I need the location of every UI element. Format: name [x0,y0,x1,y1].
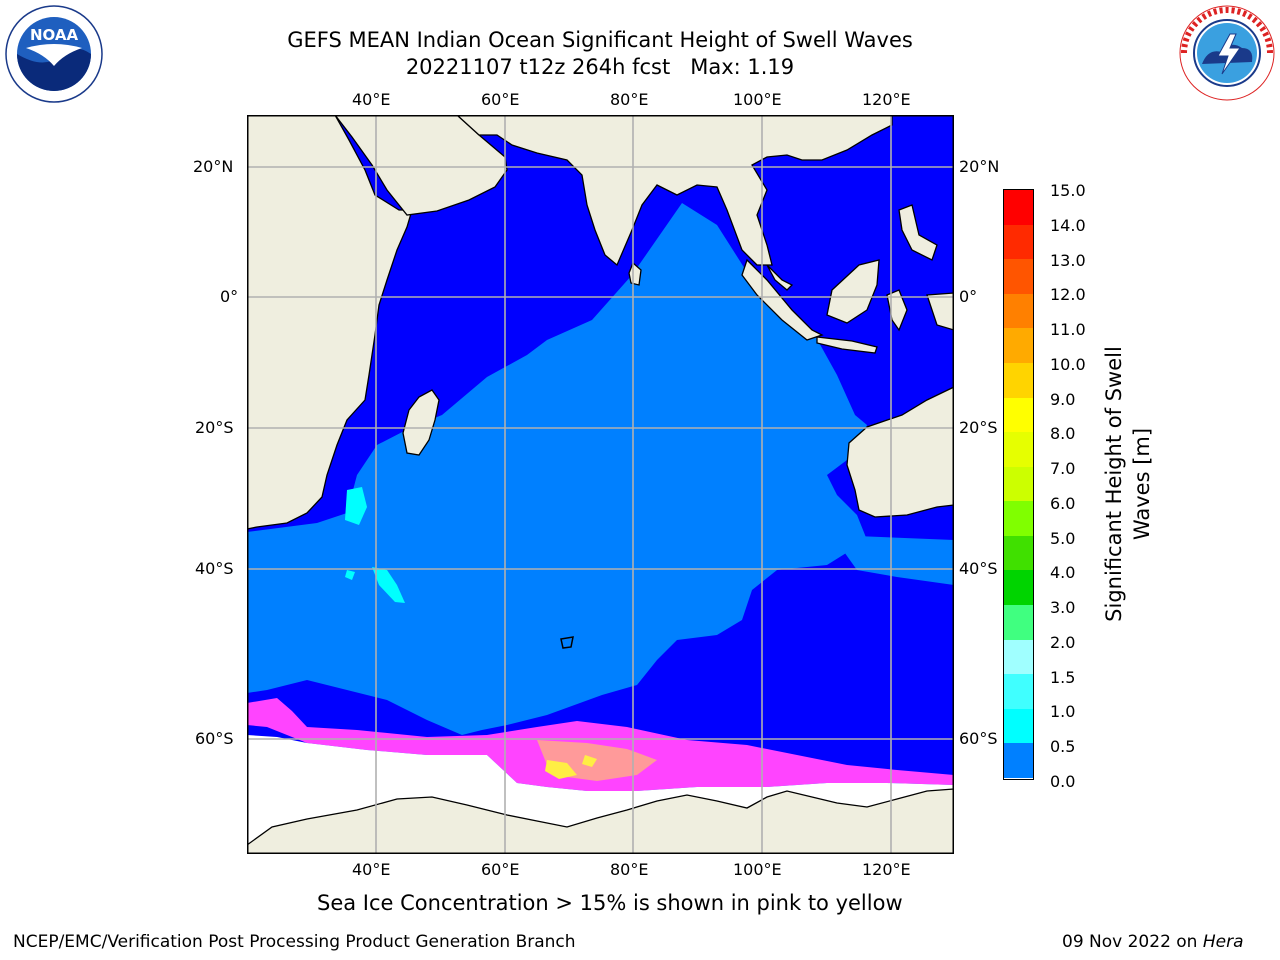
lon-tick-bottom-80e: 80°E [610,860,649,879]
nws-logo [1178,4,1276,102]
lon-tick-bottom-100e: 100°E [733,860,782,879]
colorbar-swatch [1004,259,1033,295]
colorbar-tick-label: 4.0 [1050,563,1076,583]
lat-tick-left-20s: 20°S [195,418,234,437]
land-antarctica [246,788,955,855]
colorbar-tick-label: 1.0 [1050,702,1076,722]
lat-tick-right-20s: 20°S [959,418,998,437]
lon-tick-top-40e: 40°E [352,90,391,109]
colorbar-tick-label: 9.0 [1050,389,1076,409]
footer-credit: NCEP/EMC/Verification Post Processing Pr… [13,932,576,952]
lon-tick-top-60e: 60°E [481,90,520,109]
graticule [247,115,954,854]
colorbar-swatch [1004,639,1033,675]
land-australia [846,385,955,518]
land-kerguelen [560,636,574,649]
footer-date-text: 09 Nov 2022 on [1062,932,1203,952]
colorbar-swatch [1004,466,1033,502]
swell-region-1.0-1.5 [345,487,367,525]
colorbar-tick-label: 0.5 [1050,737,1076,757]
chart-subtitle: 20221107 t12z 264h fcst Max: 1.19 [405,55,795,79]
colorbar-tick-label: 5.0 [1050,528,1076,548]
colorbar-swatch [1004,362,1033,399]
colorbar-swatch [1004,328,1033,364]
colorbar-swatch [1004,190,1033,226]
colorbar-swatch [1004,535,1033,571]
map-panel [246,114,955,855]
colorbar-tick-label: 0.0 [1050,772,1076,791]
colorbar [1003,189,1034,780]
colorbar-title: Significant Height of Swell Waves [m] [1100,319,1156,649]
colorbar-tick-label: 13.0 [1050,250,1086,270]
chart-title: GEFS MEAN Indian Ocean Significant Heigh… [287,28,913,52]
lon-tick-bottom-40e: 40°E [352,860,391,879]
colorbar-swatch [1004,224,1033,260]
svg-text:NOAA: NOAA [30,26,79,44]
lat-tick-right-60s: 60°S [959,729,998,748]
sea-ice-caption: Sea Ice Concentration > 15% is shown in … [317,891,903,915]
colorbar-labels: 15.0 14.0 13.0 12.0 11.0 10.0 9.0 8.0 7.0 6.0 5.0 4… [1040,181,1100,791]
colorbar-swatch [1004,432,1033,468]
colorbar-tick-label: 6.0 [1050,493,1076,513]
lat-tick-left-40s: 40°S [195,559,234,578]
colorbar-tick-label: 8.0 [1050,424,1076,444]
colorbar-tick-label: 14.0 [1050,215,1086,235]
colorbar-swatch [1004,674,1033,710]
lat-tick-left-0: 0° [220,287,239,306]
colorbar-tick-label: 12.0 [1050,285,1086,305]
lon-tick-bottom-60e: 60°E [481,860,520,879]
lon-tick-top-100e: 100°E [733,90,782,109]
lat-tick-left-60s: 60°S [195,729,234,748]
colorbar-title-line2: Waves [m] [1130,427,1154,541]
colorbar-swatch [1004,743,1033,779]
lon-tick-top-80e: 80°E [610,90,649,109]
colorbar-tick-label: 1.5 [1050,667,1076,687]
sea-ice-band [247,698,954,791]
footer-host: Hera [1202,932,1244,952]
noaa-logo: NOAA [4,4,104,104]
colorbar-swatch [1004,570,1033,606]
colorbar-swatch [1004,397,1033,433]
land-madagascar [402,389,440,456]
colorbar-swatch [1004,501,1033,537]
land-africa [246,114,413,530]
colorbar-swatch [1004,605,1033,641]
colorbar-tick-label: 15.0 [1050,181,1086,200]
swell-map [246,114,955,855]
footer-date: 09 Nov 2022 on Hera [1062,932,1244,952]
colorbar-tick-label: 2.0 [1050,632,1076,652]
lat-tick-right-0: 0° [959,287,978,306]
colorbar-swatches [1004,190,1033,779]
colorbar-swatch [1004,293,1033,329]
lon-tick-bottom-120e: 120°E [862,860,911,879]
lat-tick-left-20n: 20°N [193,157,234,176]
lon-tick-top-120e: 120°E [862,90,911,109]
colorbar-tick-label: 3.0 [1050,598,1076,618]
colorbar-tick-label: 11.0 [1050,320,1086,340]
lat-tick-right-20n: 20°N [959,157,1000,176]
colorbar-swatch [1004,708,1033,744]
colorbar-title-line1: Significant Height of Swell [1102,346,1126,622]
colorbar-tick-label: 7.0 [1050,459,1076,479]
colorbar-tick-label: 10.0 [1050,354,1086,374]
lat-tick-right-40s: 40°S [959,559,998,578]
